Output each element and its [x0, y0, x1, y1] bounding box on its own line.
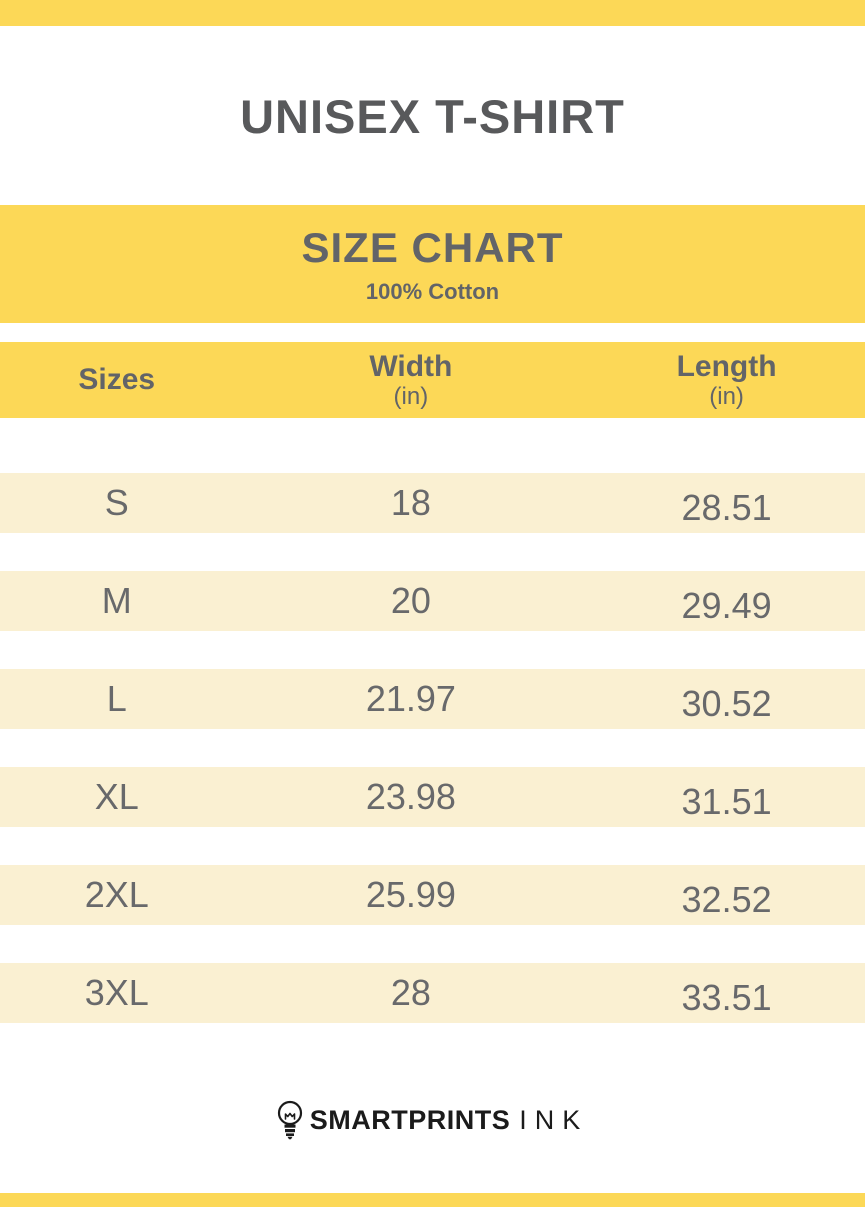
cell-size: 3XL — [84, 972, 149, 1013]
brand-logo: SMARTPRINTS INK — [0, 1099, 865, 1141]
table-header: Sizes Width (in) Length (in) — [0, 342, 865, 418]
cell-size: XL — [94, 776, 139, 817]
cell-width: 21.97 — [365, 678, 456, 719]
top-accent-bar — [0, 0, 865, 26]
cell-width: 18 — [390, 482, 431, 523]
cell-width: 23.98 — [365, 776, 456, 817]
cell-size: S — [104, 482, 129, 523]
table-row: 3XL 28 33.51 — [0, 963, 865, 1023]
cell-length: 28.51 — [681, 487, 772, 528]
table-row: XL 23.98 31.51 — [0, 767, 865, 827]
cell-size: M — [101, 580, 132, 621]
cell-length: 29.49 — [681, 585, 772, 626]
bottom-accent-bar — [0, 1193, 865, 1207]
lightbulb-icon — [277, 1100, 302, 1140]
column-header-width-unit: (in) — [393, 383, 429, 410]
cell-width: 20 — [390, 580, 431, 621]
size-chart-banner: SIZE CHART 100% Cotton — [0, 205, 865, 323]
column-header-length-label: Length — [676, 350, 777, 383]
size-table-body: S 18 28.51 M 20 29.49 L 21.97 30.52 XL 23.98 31.51 2… — [0, 473, 865, 1023]
cell-length: 32.52 — [681, 879, 772, 920]
column-header-length-unit: (in) — [709, 383, 744, 410]
column-header-width: Width (in) — [234, 342, 589, 418]
column-header-sizes-label: Sizes — [78, 363, 156, 396]
table-row: S 18 28.51 — [0, 473, 865, 533]
cell-width: 25.99 — [365, 874, 456, 915]
cell-width: 28 — [390, 972, 431, 1013]
column-header-width-label: Width — [369, 350, 453, 383]
cell-length: 31.51 — [681, 781, 772, 822]
cell-size: 2XL — [84, 874, 149, 915]
banner-subtitle: 100% Cotton — [365, 278, 500, 304]
cell-size: L — [106, 678, 127, 719]
cell-length: 30.52 — [681, 683, 772, 724]
column-header-sizes: Sizes — [0, 342, 234, 418]
column-header-length: Length (in) — [588, 342, 865, 418]
brand-name-light: INK — [519, 1104, 589, 1135]
banner-title: SIZE CHART — [301, 223, 564, 271]
brand-name-bold: SMARTPRINTS — [309, 1104, 511, 1135]
page-title: UNISEX T-SHIRT — [240, 90, 625, 143]
table-row: L 21.97 30.52 — [0, 669, 865, 729]
table-row: M 20 29.49 — [0, 571, 865, 631]
table-row: 2XL 25.99 32.52 — [0, 865, 865, 925]
cell-length: 33.51 — [681, 977, 772, 1018]
